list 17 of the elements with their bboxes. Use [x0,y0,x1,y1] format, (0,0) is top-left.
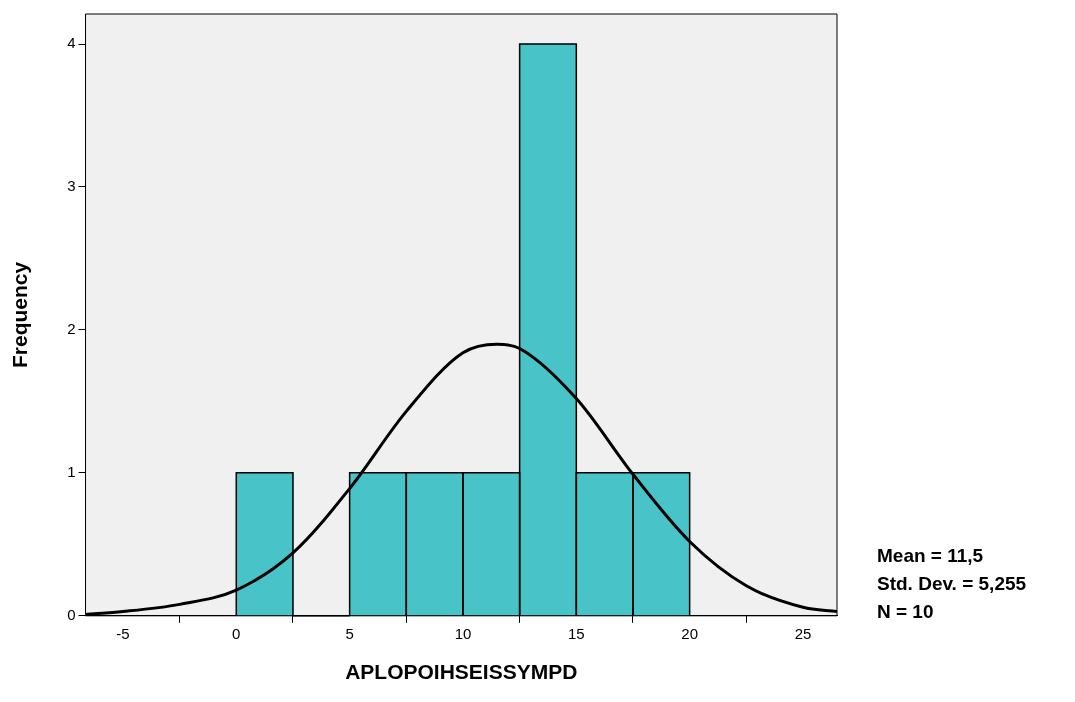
x-tick-label: 5 [345,624,354,642]
y-tick-label: 1 [67,463,76,480]
y-axis-title: Frequency [8,261,32,368]
text: Mean = 11,5 [877,544,984,566]
text: N = 10 [877,600,934,622]
y-tick-label: 2 [67,320,76,338]
x-tick-label: 20 [681,624,698,642]
y-tick-label: 3 [67,177,76,195]
text: Std. Dev. = 5,255 [877,572,1027,594]
x-tick-label: 10 [454,624,472,642]
x-tick-label: 15 [567,624,585,642]
x-tick-label: -5 [116,624,130,642]
x-tick-label: 25 [794,624,812,642]
y-tick-label: 0 [67,605,76,623]
x-axis-title: APLOPOIHSEISSYMPD [345,660,578,684]
y-tick-label: 4 [67,34,76,52]
x-tick-label: 0 [232,624,241,642]
